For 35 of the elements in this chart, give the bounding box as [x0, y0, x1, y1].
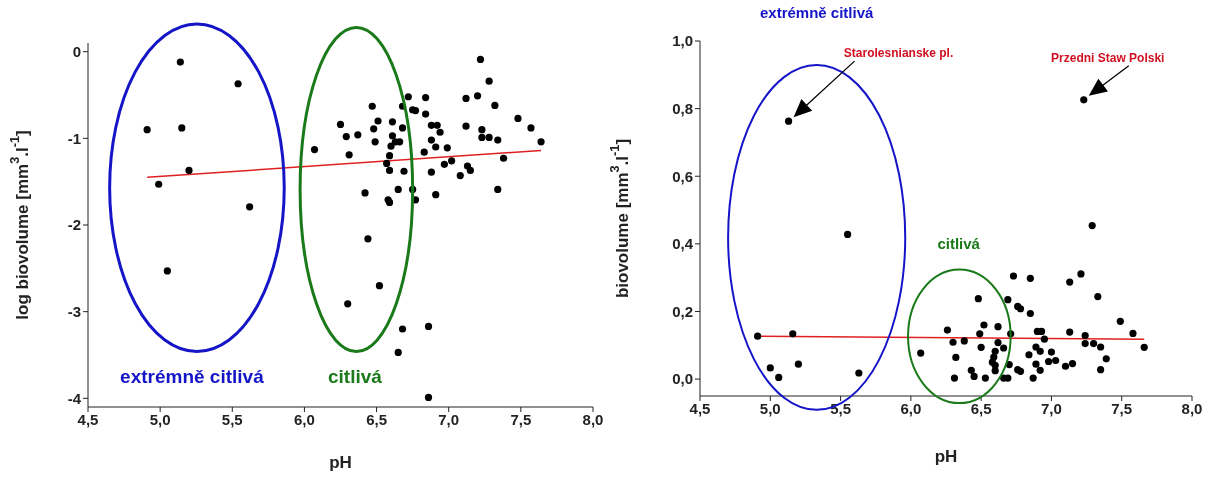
y-tick-label: 0 — [72, 42, 81, 60]
x-tick-label: 5,0 — [759, 399, 781, 417]
y-tick-label: -3 — [67, 302, 81, 320]
y-tick-label: -4 — [67, 389, 82, 407]
x-axis-title: pH — [934, 447, 958, 466]
x-tick-label: 7,0 — [438, 410, 460, 428]
x-tick-label: 4,5 — [77, 410, 99, 428]
x-tick-label: 6,0 — [294, 410, 315, 428]
y-tick-label: 1,0 — [672, 32, 693, 50]
y-tick-label: -1 — [67, 129, 81, 147]
x-tick-label: 8,0 — [582, 410, 604, 428]
annotation: extrémně citlivá — [120, 366, 265, 388]
annotation: citlivá — [937, 235, 981, 253]
y-tick-label: 0,2 — [672, 302, 693, 320]
x-tick-label: 7,5 — [510, 410, 532, 428]
y-tick-label: 0,0 — [672, 370, 693, 388]
x-tick-label: 6,5 — [970, 399, 992, 417]
text: extrémně citlivá — [759, 3, 875, 21]
x-axis-title: pH — [329, 453, 352, 472]
y-tick-label: 0,6 — [672, 167, 693, 185]
annotation: citlivá — [327, 366, 383, 388]
x-tick-label: 4,5 — [689, 399, 711, 417]
x-tick-label: 6,5 — [366, 410, 387, 428]
x-tick-label: 5,5 — [830, 399, 851, 417]
x-tick-label: 6,0 — [900, 399, 922, 417]
annotation: Starolesnianske pl. — [843, 46, 954, 61]
x-tick-label: 7,5 — [1111, 399, 1133, 417]
y-tick-label: 0,4 — [672, 235, 694, 253]
x-tick-label: 8,0 — [1181, 399, 1203, 417]
y-tick-label: -2 — [67, 216, 81, 234]
y-tick-label: 0,8 — [672, 99, 693, 117]
annotation: Przedni Staw Polski — [1051, 50, 1165, 65]
x-tick-label: 5,0 — [149, 410, 171, 428]
x-tick-label: 5,5 — [221, 410, 243, 428]
x-tick-label: 7,0 — [1041, 399, 1062, 417]
